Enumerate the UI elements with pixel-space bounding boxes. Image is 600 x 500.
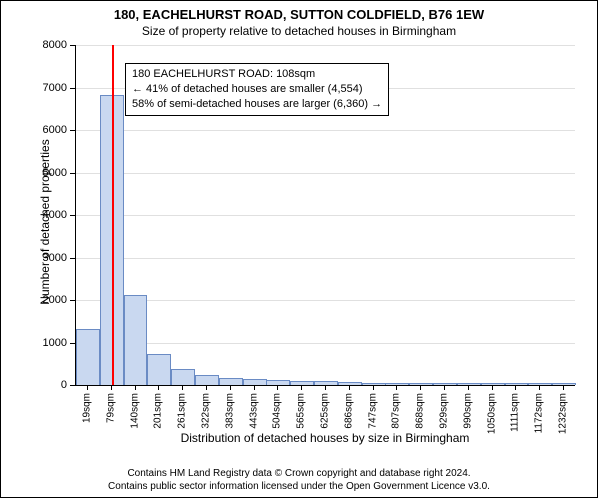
footer-attribution: Contains HM Land Registry data © Crown c… — [1, 468, 597, 493]
x-tick-label: 19sqm — [81, 393, 92, 423]
histogram-bar — [219, 378, 243, 385]
y-tick-label: 0 — [27, 379, 67, 391]
grid-line — [75, 343, 575, 344]
x-tick-label: 807sqm — [391, 393, 402, 429]
x-tick-label: 565sqm — [296, 393, 307, 429]
x-tick-label: 201sqm — [153, 393, 164, 429]
x-tick-label: 1232sqm — [558, 393, 569, 434]
x-tick-label: 261sqm — [177, 393, 188, 429]
chart-subtitle: Size of property relative to detached ho… — [1, 24, 597, 38]
y-axis-label: Number of detached properties — [38, 122, 52, 322]
x-tick-label: 140sqm — [129, 393, 140, 429]
x-tick-label: 1050sqm — [486, 393, 497, 434]
histogram-bar — [76, 329, 100, 385]
x-axis-label: Distribution of detached houses by size … — [75, 431, 575, 445]
x-tick-label: 322sqm — [200, 393, 211, 429]
footer-line-1: Contains HM Land Registry data © Crown c… — [1, 468, 597, 481]
info-line-3: 58% of semi-detached houses are larger (… — [132, 97, 382, 112]
grid-line — [75, 215, 575, 216]
y-tick-label: 5000 — [27, 167, 67, 179]
x-tick-label: 443sqm — [248, 393, 259, 429]
x-axis-line — [75, 385, 575, 386]
property-info-box: 180 EACHELHURST ROAD: 108sqm← 41% of det… — [125, 63, 389, 116]
chart-container: 180, EACHELHURST ROAD, SUTTON COLDFIELD,… — [0, 0, 598, 498]
x-tick-label: 625sqm — [320, 393, 331, 429]
y-tick-label: 6000 — [27, 124, 67, 136]
y-tick-label: 7000 — [27, 82, 67, 94]
info-line-2: ← 41% of detached houses are smaller (4,… — [132, 82, 382, 97]
x-tick-label: 686sqm — [343, 393, 354, 429]
grid-line — [75, 300, 575, 301]
x-tick-label: 504sqm — [272, 393, 283, 429]
y-tick-label: 2000 — [27, 294, 67, 306]
x-tick-label: 868sqm — [415, 393, 426, 429]
y-axis-line — [75, 45, 76, 385]
x-tick-label: 79sqm — [105, 393, 116, 423]
chart-area: Number of detached properties 0100020003… — [29, 45, 581, 435]
grid-line — [75, 130, 575, 131]
x-tick-label: 1111sqm — [510, 393, 521, 432]
histogram-bar — [124, 295, 148, 385]
x-tick-label: 747sqm — [367, 393, 378, 429]
histogram-bar — [171, 369, 195, 385]
grid-line — [75, 258, 575, 259]
x-tick-label: 929sqm — [439, 393, 450, 429]
y-tick-label: 3000 — [27, 252, 67, 264]
x-tick-label: 990sqm — [462, 393, 473, 429]
grid-line — [75, 45, 575, 46]
info-line-1: 180 EACHELHURST ROAD: 108sqm — [132, 67, 382, 82]
histogram-bar — [147, 354, 171, 385]
property-marker-line — [112, 45, 114, 385]
y-tick-label: 1000 — [27, 337, 67, 349]
x-tick-label: 383sqm — [224, 393, 235, 429]
y-tick-label: 8000 — [27, 39, 67, 51]
x-tick-label: 1172sqm — [534, 393, 545, 433]
plot-region: 01000200030004000500060007000800019sqm79… — [75, 45, 575, 385]
y-tick-label: 4000 — [27, 209, 67, 221]
chart-title: 180, EACHELHURST ROAD, SUTTON COLDFIELD,… — [1, 7, 597, 22]
footer-line-2: Contains public sector information licen… — [1, 481, 597, 494]
histogram-bar — [195, 375, 219, 385]
grid-line — [75, 173, 575, 174]
